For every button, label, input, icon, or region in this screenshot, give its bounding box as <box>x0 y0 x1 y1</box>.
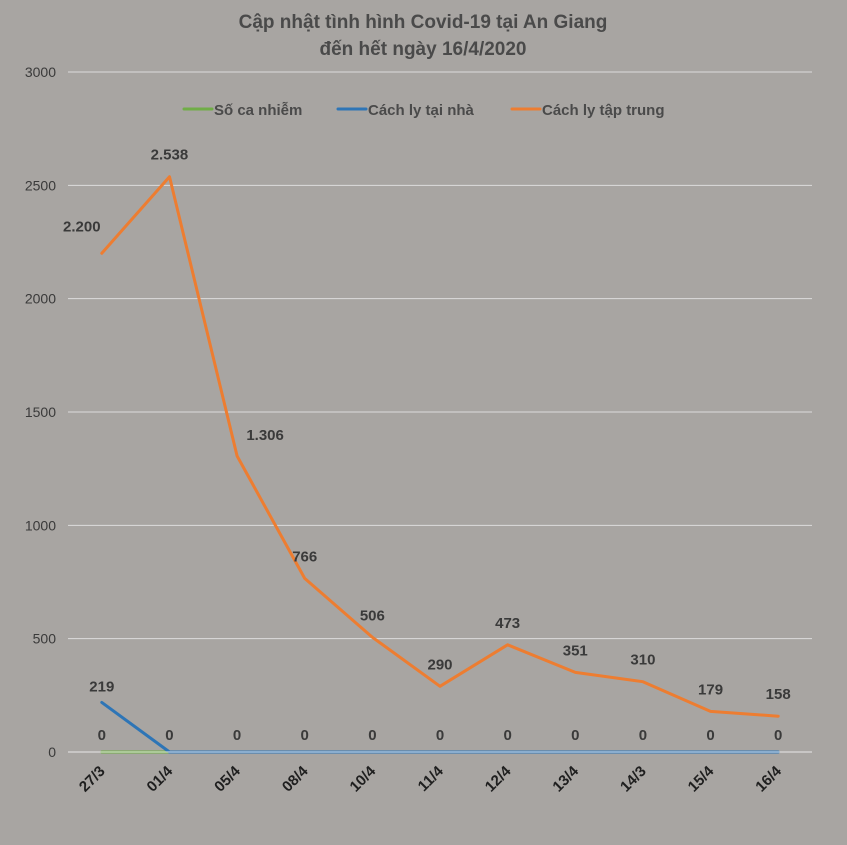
data-label: 290 <box>427 656 452 673</box>
legend-label: Cách ly tại nhà <box>368 102 475 119</box>
series-line <box>100 175 780 718</box>
y-tick-label: 1000 <box>25 517 56 533</box>
data-label: 0 <box>368 727 376 744</box>
x-tick-label: 15/4 <box>685 762 718 795</box>
x-tick-label: 27/3 <box>76 763 109 796</box>
y-tick-label: 2000 <box>25 291 56 307</box>
data-label: 0 <box>233 727 241 744</box>
data-label: 219 <box>89 678 114 695</box>
data-label: 0 <box>639 727 647 744</box>
legend-label: Số ca nhiễm <box>214 102 302 119</box>
data-label: 0 <box>165 727 173 744</box>
x-tick-label: 05/4 <box>211 762 244 795</box>
data-label: 506 <box>360 607 385 624</box>
data-label: 0 <box>571 727 579 744</box>
x-tick-label: 14/3 <box>617 763 650 796</box>
data-label: 0 <box>503 727 511 744</box>
axes: 0 500 1000 1500 2000 2500 3000 27/3 01/4 05/4 08/4… <box>25 64 812 795</box>
x-tick-label: 13/4 <box>549 762 582 795</box>
x-tick-label: 10/4 <box>347 762 380 795</box>
data-label: 310 <box>630 652 655 669</box>
y-tick-label: 3000 <box>25 64 56 80</box>
data-label: 2.538 <box>151 147 189 164</box>
chart-title-line-1: Cập nhật tình hình Covid-19 tại An Giang <box>239 12 608 33</box>
x-tick-label: 12/4 <box>482 762 515 795</box>
y-tick-label: 1500 <box>25 404 56 420</box>
data-label: 351 <box>563 642 588 659</box>
x-tick-label: 11/4 <box>415 762 448 795</box>
data-label: 0 <box>301 727 309 744</box>
legend: Số ca nhiễm Cách ly tại nhà Cách ly tập tr… <box>182 102 665 119</box>
x-tick-label: 08/4 <box>279 762 312 795</box>
data-label: 0 <box>706 727 714 744</box>
data-label: 1.306 <box>246 427 284 444</box>
y-tick-label: 500 <box>33 631 57 647</box>
data-label: 0 <box>98 727 106 744</box>
legend-label: Cách ly tập trung <box>542 102 665 119</box>
data-label: 0 <box>774 727 782 744</box>
chart-title-line-2: đến hết ngày 16/4/2020 <box>320 39 527 60</box>
data-label: 473 <box>495 615 520 632</box>
y-tick-label: 2500 <box>25 177 56 193</box>
data-label: 179 <box>698 681 723 698</box>
data-label: 2.200 <box>63 218 101 235</box>
chart-title: Cập nhật tình hình Covid-19 tại An Giang… <box>239 12 608 60</box>
y-tick-label: 0 <box>48 744 56 760</box>
x-tick-label: 01/4 <box>144 762 177 795</box>
data-label: 0 <box>436 727 444 744</box>
data-labels: 2.200 2.538 1.306 766 506 290 473 351 310 179 158 2… <box>63 147 791 744</box>
data-label: 158 <box>766 686 791 703</box>
data-label: 766 <box>292 548 317 565</box>
gridlines <box>68 71 812 640</box>
x-tick-label: 16/4 <box>752 762 785 795</box>
